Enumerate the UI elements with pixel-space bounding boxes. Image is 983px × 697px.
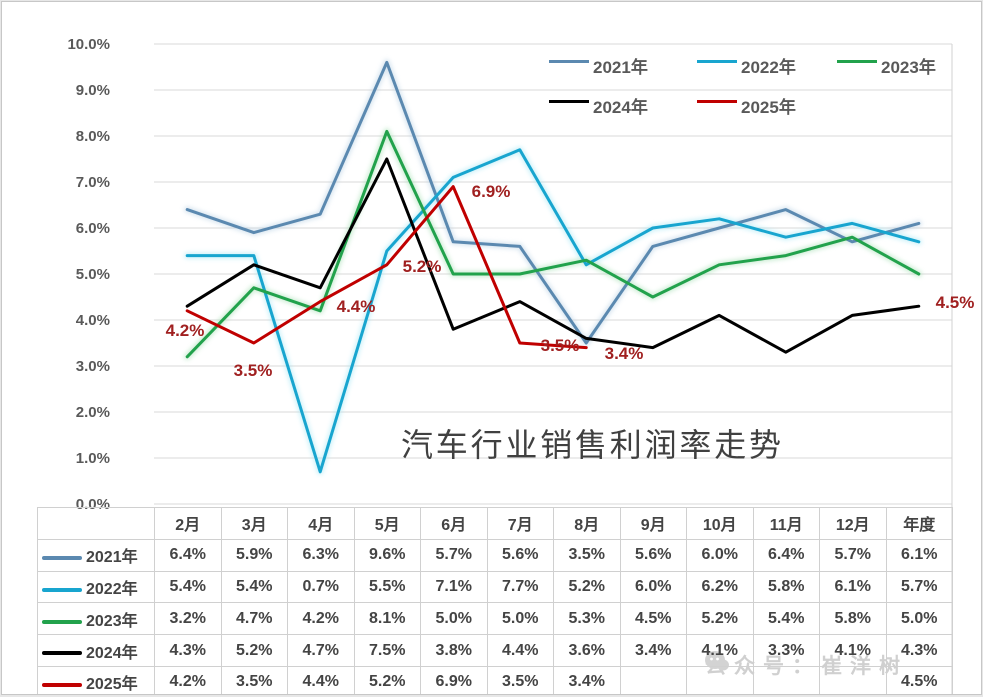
- svg-text:3.5%: 3.5%: [541, 336, 580, 355]
- svg-text:4.2%: 4.2%: [166, 321, 205, 340]
- svg-text:3.5%: 3.5%: [234, 361, 273, 380]
- svg-text:3.4%: 3.4%: [605, 344, 644, 363]
- svg-text:4.5%: 4.5%: [936, 293, 975, 312]
- svg-text:4.4%: 4.4%: [337, 297, 376, 316]
- svg-text:6.9%: 6.9%: [472, 182, 511, 201]
- svg-text:5.2%: 5.2%: [403, 257, 442, 276]
